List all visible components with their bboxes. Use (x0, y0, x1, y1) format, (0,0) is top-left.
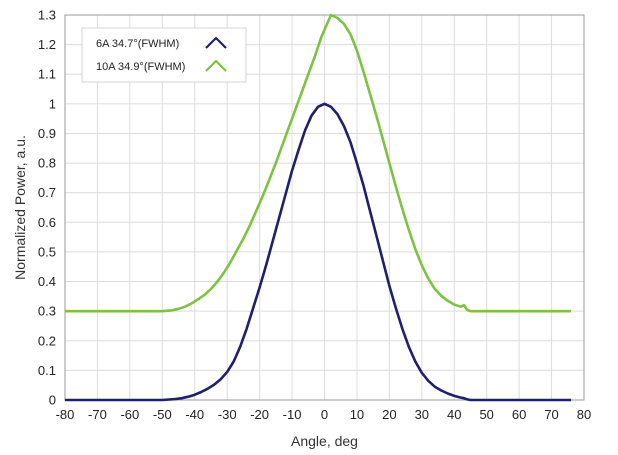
series-line-2 (65, 13, 571, 313)
x-tick-label: 40 (447, 407, 461, 422)
y-tick-label: 1.3 (38, 8, 56, 23)
x-axis-label: Angle, deg (291, 433, 358, 449)
x-tick-label: -10 (283, 407, 302, 422)
legend-label: 10A 34.9°(FWHM) (96, 61, 185, 73)
x-tick-label: 60 (512, 407, 526, 422)
y-axis-ticks: 0 0.1 0.2 0.3 0.4 0.5 0.6 0.7 0.8 0.9 1 1.1 1.2 1.3 (38, 8, 56, 408)
plot-area (64, 14, 585, 401)
x-tick-label: -30 (218, 407, 237, 422)
y-tick-label: 1.1 (38, 67, 56, 82)
y-tick-label: 0.9 (38, 126, 56, 141)
x-tick-label: -20 (250, 407, 269, 422)
x-tick-label: 10 (350, 407, 364, 422)
y-tick-label: 0.4 (38, 274, 56, 289)
legend-items: 6A 34.7°(FWHM) 10A 34.9°(FWHM) (96, 36, 227, 73)
x-tick-label: 70 (544, 407, 558, 422)
y-tick-label: 0.6 (38, 215, 56, 230)
x-tick-label: -40 (185, 407, 204, 422)
y-tick-label: 0.8 (38, 156, 56, 171)
x-tick-label: -80 (56, 407, 75, 422)
legend-swatch (205, 36, 227, 49)
x-axis-ticks: -80 -70 -60 -50 -40 -30 -20 -10 0 10 20 30 40 50 60 70 8… (56, 407, 592, 422)
x-tick-label: -70 (88, 407, 107, 422)
y-axis-label: Normalized Power, a.u. (12, 135, 28, 280)
y-tick-label: 0.5 (38, 244, 56, 259)
y-tick-label: 0.1 (38, 363, 56, 378)
x-tick-label: -60 (120, 407, 139, 422)
x-tick-label: 20 (382, 407, 396, 422)
y-tick-label: 0.7 (38, 185, 56, 200)
x-tick-label: 30 (415, 407, 429, 422)
y-tick-label: 1.2 (38, 37, 56, 52)
legend-label: 6A 34.7°(FWHM) (96, 38, 179, 50)
x-tick-label: 80 (577, 407, 591, 422)
series-layer (65, 13, 571, 402)
x-tick-label: -50 (153, 407, 172, 422)
legend-box (81, 27, 247, 83)
legend-swatch (205, 59, 227, 72)
series-line-1 (65, 102, 571, 402)
y-tick-label: 0.3 (38, 304, 56, 319)
y-tick-label: 1 (49, 96, 56, 111)
x-tick-label: 50 (479, 407, 493, 422)
x-tick-label: 0 (321, 407, 328, 422)
y-tick-label: 0.2 (38, 333, 56, 348)
y-tick-label: 0 (49, 393, 56, 408)
legend: 6A 34.7°(FWHM) 10A 34.9°(FWHM) (81, 27, 247, 83)
